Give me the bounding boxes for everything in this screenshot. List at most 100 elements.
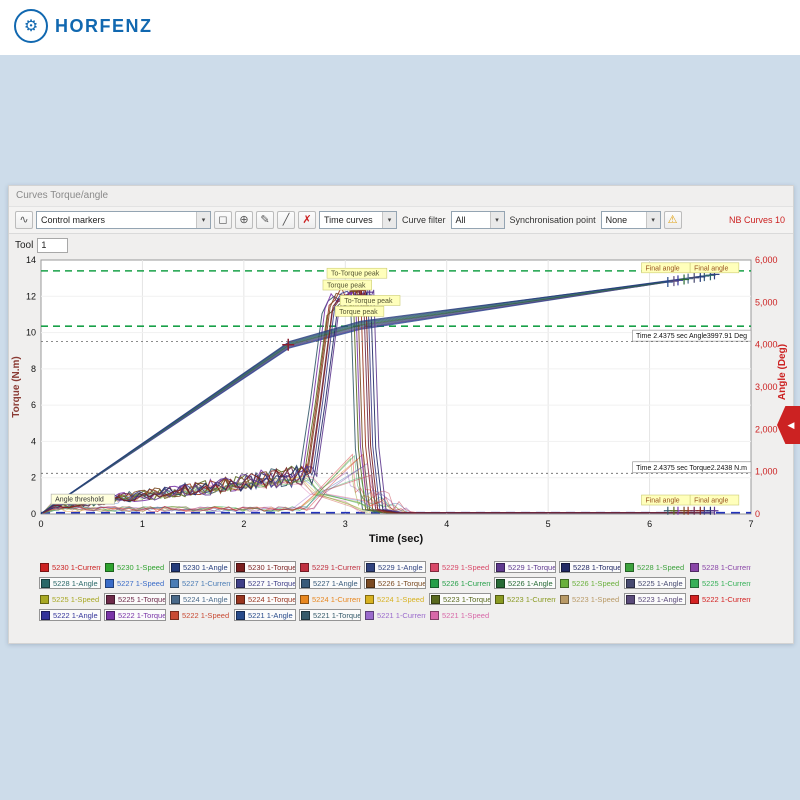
- sync-point-label: Synchronisation point: [509, 215, 596, 225]
- legend-item[interactable]: 5230 1-Current: [39, 561, 101, 573]
- legend-swatch-icon: [430, 578, 439, 588]
- chevron-down-icon: ▾: [489, 212, 504, 228]
- legend-item[interactable]: 5230 1-Torque: [234, 561, 296, 573]
- legend-item[interactable]: 5229 1-Torque: [494, 561, 556, 573]
- legend-item[interactable]: 5224 1-Torque: [234, 593, 296, 605]
- legend-item[interactable]: 5221 1-Torque: [299, 609, 361, 621]
- marquee-select-icon[interactable]: ◻: [214, 211, 232, 229]
- legend-swatch-icon: [236, 610, 245, 620]
- legend-swatch-icon: [365, 610, 374, 620]
- legend-label: 5226 1-Current: [442, 578, 491, 588]
- legend-swatch-icon: [170, 610, 179, 620]
- legend-item[interactable]: 5225 1-Torque: [104, 593, 166, 605]
- legend-label: 5222 1-Speed: [182, 610, 230, 620]
- tool-number-field[interactable]: 1: [37, 237, 69, 253]
- legend-swatch-icon: [690, 594, 699, 604]
- curve-legend: 5230 1-Current 5230 1-Speed 5230 1-Angle 52…: [9, 556, 769, 621]
- legend-swatch-icon: [560, 594, 569, 604]
- annotation-box: [334, 306, 385, 317]
- legend-swatch-icon: [496, 562, 505, 572]
- legend-swatch-icon: [626, 578, 635, 588]
- control-markers-select[interactable]: Control markers ▾: [36, 211, 211, 229]
- legend-label: 5224 1-Current: [312, 594, 361, 604]
- legend-item[interactable]: 5228 1-Current: [689, 561, 751, 573]
- chevron-down-icon: ▾: [196, 212, 210, 228]
- legend-item[interactable]: 5222 1-Torque: [104, 609, 166, 621]
- legend-swatch-icon: [105, 578, 114, 588]
- curve-line: [42, 457, 405, 514]
- legend-item[interactable]: 5228 1-Speed: [624, 561, 686, 573]
- legend-item[interactable]: 5230 1-Angle: [169, 561, 231, 573]
- time-curves-select[interactable]: Time curves ▾: [319, 211, 397, 229]
- line-tool-icon[interactable]: ╱: [277, 211, 295, 229]
- zoom-icon[interactable]: ⊕: [235, 211, 253, 229]
- legend-label: 5221 1-Angle: [248, 610, 293, 620]
- legend-item[interactable]: 5227 1-Speed: [104, 577, 166, 589]
- legend-item[interactable]: 5224 1-Angle: [169, 593, 231, 605]
- legend-item[interactable]: 5222 1-Angle: [39, 609, 101, 621]
- legend-item[interactable]: 5225 1-Angle: [624, 577, 686, 589]
- legend-item[interactable]: 5227 1-Current: [169, 577, 231, 589]
- legend-item[interactable]: 5221 1-Current: [364, 609, 426, 621]
- curve-filter-label: Curve filter: [402, 215, 446, 225]
- legend-label: 5226 1-Speed: [572, 578, 620, 588]
- legend-item[interactable]: 5223 1-Speed: [559, 593, 621, 605]
- legend-swatch-icon: [366, 578, 375, 588]
- legend-swatch-icon: [41, 578, 50, 588]
- legend-label: 5228 1-Speed: [637, 562, 685, 572]
- pencil-icon[interactable]: ✎: [256, 211, 274, 229]
- legend-swatch-icon: [106, 610, 115, 620]
- legend-item[interactable]: 5224 1-Current: [299, 593, 361, 605]
- legend-item[interactable]: 5226 1-Torque: [364, 577, 426, 589]
- legend-item[interactable]: 5228 1-Torque: [559, 561, 621, 573]
- legend-item[interactable]: 5229 1-Speed: [429, 561, 491, 573]
- curve-marker: [282, 338, 295, 351]
- legend-item[interactable]: 5223 1-Angle: [624, 593, 686, 605]
- curve-mode-icon[interactable]: ∿: [15, 211, 33, 229]
- warning-icon[interactable]: ⚠: [663, 211, 682, 229]
- y-left-tick-label: 2: [31, 473, 36, 483]
- legend-item[interactable]: 5224 1-Speed: [364, 593, 426, 605]
- legend-item[interactable]: 5221 1-Angle: [234, 609, 296, 621]
- time-curves-value: Time curves: [324, 215, 373, 225]
- legend-item[interactable]: 5226 1-Angle: [494, 577, 556, 589]
- y-right-tick-label: 3,000: [755, 382, 778, 392]
- legend-label: 5222 1-Current: [702, 594, 751, 604]
- legend-item[interactable]: 5225 1-Speed: [39, 593, 101, 605]
- legend-swatch-icon: [40, 562, 49, 572]
- annotation-box: [689, 494, 740, 506]
- legend-item[interactable]: 5221 1-Speed: [429, 609, 491, 621]
- annotation-box: [689, 262, 740, 274]
- legend-item[interactable]: 5223 1-Torque: [429, 593, 491, 605]
- legend-label: 5230 1-Angle: [183, 562, 228, 572]
- cursor-lines: Time 2.4375 sec Angle3997.91 Deg Time 2.4…: [41, 329, 752, 474]
- sync-point-select[interactable]: None ▾: [600, 211, 661, 229]
- y-right-tick-label: 6,000: [755, 255, 778, 265]
- x-tick-label: 3: [343, 519, 348, 529]
- window-title: Curves Torque/angle: [16, 190, 109, 201]
- curve-filter-select[interactable]: All ▾: [450, 211, 505, 229]
- legend-item[interactable]: 5222 1-Speed: [169, 609, 231, 621]
- y-left-tick-label: 0: [31, 509, 36, 519]
- legend-item[interactable]: 5223 1-Current: [494, 593, 556, 605]
- angle-axis-tag[interactable]: ◀: [777, 406, 800, 444]
- legend-item[interactable]: 5228 1-Angle: [39, 577, 101, 589]
- legend-item[interactable]: 5230 1-Speed: [104, 561, 166, 573]
- legend-item[interactable]: 5227 1-Torque: [234, 577, 296, 589]
- legend-label: 5229 1-Speed: [442, 562, 490, 572]
- y-right-axis-title: Angle (Deg): [777, 344, 788, 400]
- legend-item[interactable]: 5222 1-Current: [689, 593, 751, 605]
- legend-swatch-icon: [496, 578, 505, 588]
- y-left-tick-label: 4: [31, 436, 36, 446]
- legend-item[interactable]: 5227 1-Angle: [299, 577, 361, 589]
- annotation-label: Final angle: [645, 498, 679, 505]
- legend-item[interactable]: 5229 1-Angle: [364, 561, 426, 573]
- annotation-label: Torque peak: [327, 283, 366, 290]
- legend-swatch-icon: [171, 594, 180, 604]
- legend-item[interactable]: 5226 1-Current: [429, 577, 491, 589]
- delete-icon[interactable]: ✗: [298, 211, 316, 229]
- legend-item[interactable]: 5226 1-Speed: [559, 577, 621, 589]
- legend-item[interactable]: 5229 1-Current: [299, 561, 361, 573]
- annotation-label: Torque peak: [339, 309, 378, 316]
- legend-item[interactable]: 5225 1-Current: [689, 577, 751, 589]
